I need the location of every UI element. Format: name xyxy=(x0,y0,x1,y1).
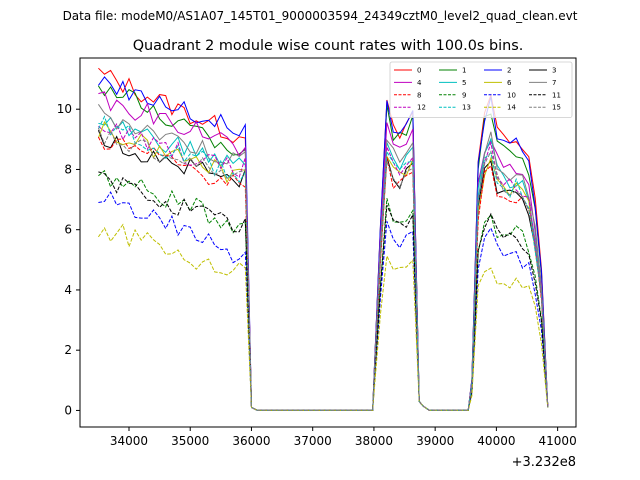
legend-label: 12 xyxy=(417,104,426,112)
legend-label: 5 xyxy=(462,79,466,87)
legend-label: 10 xyxy=(507,91,516,99)
axes-frame xyxy=(79,57,577,428)
y-tick-label: 8 xyxy=(64,162,72,176)
data-file-label: Data file: modeM0/AS1A07_145T01_90000035… xyxy=(63,9,578,23)
legend-entry-0[interactable]: 0 xyxy=(394,67,421,75)
x-tick-label: 40000 xyxy=(477,434,515,448)
plot-area xyxy=(97,67,549,411)
legend-entry-4[interactable]: 4 xyxy=(394,79,422,87)
legend-entry-6[interactable]: 6 xyxy=(484,79,512,87)
legend-label: 2 xyxy=(507,67,511,75)
legend-entry-12[interactable]: 12 xyxy=(394,104,426,112)
legend-frame xyxy=(389,61,573,118)
legend-label: 4 xyxy=(417,79,422,87)
legend-label: 6 xyxy=(507,79,512,87)
chart-title: Quadrant 2 module wise count rates with … xyxy=(133,38,524,54)
legend-entry-11[interactable]: 11 xyxy=(529,91,561,99)
y-tick-label: 4 xyxy=(64,283,72,297)
x-tick-label: 41000 xyxy=(539,434,577,448)
x-tick-label: 39000 xyxy=(416,434,454,448)
y-tick-label: 2 xyxy=(64,343,72,357)
y-tick-label: 6 xyxy=(64,223,72,237)
legend-label: 8 xyxy=(417,91,421,99)
series-line-14 xyxy=(97,223,549,411)
legend-entry-14[interactable]: 14 xyxy=(484,104,516,112)
legend-label: 11 xyxy=(552,91,561,99)
y-tick-label: 10 xyxy=(57,102,72,116)
legend-entry-5[interactable]: 5 xyxy=(439,79,466,87)
legend-label: 3 xyxy=(552,67,556,75)
legend-label: 7 xyxy=(552,79,556,87)
legend-label: 14 xyxy=(507,104,516,112)
x-tick-label: 34000 xyxy=(110,434,148,448)
y-axis: 0 2 4 6 8 10 xyxy=(57,102,80,417)
legend-entry-13[interactable]: 13 xyxy=(439,104,471,112)
x-tick-label: 38000 xyxy=(355,434,393,448)
x-tick-label: 37000 xyxy=(294,434,332,448)
legend-entry-8[interactable]: 8 xyxy=(394,91,421,99)
legend-label: 9 xyxy=(462,91,466,99)
legend-entry-2[interactable]: 2 xyxy=(484,67,511,75)
legend-label: 13 xyxy=(462,104,471,112)
legend-entry-15[interactable]: 15 xyxy=(529,104,561,112)
x-tick-label: 35000 xyxy=(171,434,209,448)
legend-entry-10[interactable]: 10 xyxy=(484,91,516,99)
x-tick-label: 36000 xyxy=(232,434,270,448)
axes: 34000 35000 36000 37000 38000 39000 40000 41000… xyxy=(57,57,577,470)
x-offset-label: +3.232e8 xyxy=(512,455,576,470)
legend-label: 1 xyxy=(462,67,466,75)
legend-entry-7[interactable]: 7 xyxy=(529,79,556,87)
legend-entry-1[interactable]: 1 xyxy=(439,67,466,75)
legend-entry-3[interactable]: 3 xyxy=(529,67,556,75)
y-tick-label: 0 xyxy=(64,403,72,417)
legend-entry-9[interactable]: 9 xyxy=(439,91,466,99)
series-line-15 xyxy=(97,127,549,411)
legend-label: 0 xyxy=(417,67,421,75)
x-axis: 34000 35000 36000 37000 38000 39000 40000 41000 xyxy=(110,427,577,448)
legend-label: 15 xyxy=(552,104,561,112)
